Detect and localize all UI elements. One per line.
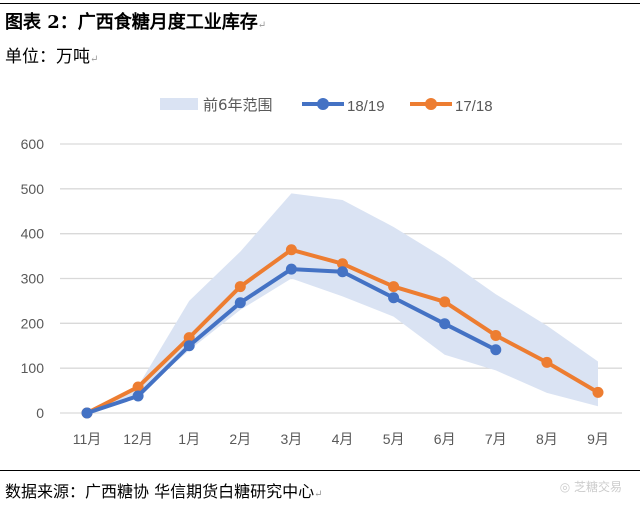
legend-label: 17/18	[455, 98, 493, 115]
watermark: ◎ 芝糖交易	[559, 480, 622, 494]
data-point	[541, 356, 553, 368]
top-rule	[0, 3, 640, 4]
y-tick-label: 100	[21, 360, 45, 376]
data-point	[132, 390, 144, 402]
data-point	[234, 281, 246, 293]
data-point	[337, 266, 348, 278]
figure-title: 图表 2：广西食糖月度工业库存↵	[5, 12, 267, 33]
unit-label: 单位：万吨↵	[5, 47, 99, 67]
x-tick-label: 7月	[485, 431, 507, 447]
y-tick-label: 600	[21, 136, 45, 152]
y-tick-label: 400	[21, 226, 45, 242]
range-band	[87, 193, 598, 413]
x-tick-label: 9月	[587, 431, 609, 447]
source-note: 数据来源：广西糖协 华信期货白糖研究中心↵	[5, 482, 323, 501]
data-point	[388, 292, 400, 304]
data-point	[183, 340, 195, 352]
x-tick-label: 1月	[178, 431, 200, 447]
y-tick-label: 500	[21, 181, 45, 197]
x-tick-label: 3月	[281, 431, 303, 447]
legend-label: 18/19	[347, 98, 385, 115]
x-tick-label: 5月	[383, 431, 405, 447]
data-point	[439, 296, 451, 308]
y-tick-label: 300	[21, 271, 45, 287]
x-tick-label: 11月	[73, 431, 102, 447]
x-tick-label: 8月	[536, 431, 558, 447]
chart: 0 100 200 300 400 500 600 11月 12月 1月 2月 3月 4月 5月 6月 7月 8…	[21, 96, 622, 447]
data-point	[81, 407, 93, 419]
data-point	[132, 381, 144, 393]
y-tick-label: 200	[21, 315, 45, 331]
y-tick-label: 0	[36, 405, 44, 421]
data-point	[439, 318, 451, 330]
legend-label: 前6年范围	[203, 96, 273, 114]
legend-swatch-marker	[317, 98, 329, 110]
legend-swatch-band	[160, 98, 198, 110]
data-point	[490, 329, 502, 341]
x-tick-label: 2月	[229, 431, 251, 447]
data-point	[592, 386, 604, 398]
data-point	[285, 244, 297, 256]
data-point	[388, 281, 400, 293]
data-point	[183, 332, 195, 344]
legend-swatch-marker	[425, 98, 437, 110]
x-tick-label: 6月	[434, 431, 456, 447]
data-point	[285, 263, 297, 275]
x-tick-label: 4月	[332, 431, 354, 447]
data-point	[234, 297, 246, 309]
x-tick-label: 12月	[123, 431, 153, 447]
data-point	[337, 258, 348, 270]
data-point	[490, 344, 502, 356]
bottom-rule	[0, 470, 640, 471]
